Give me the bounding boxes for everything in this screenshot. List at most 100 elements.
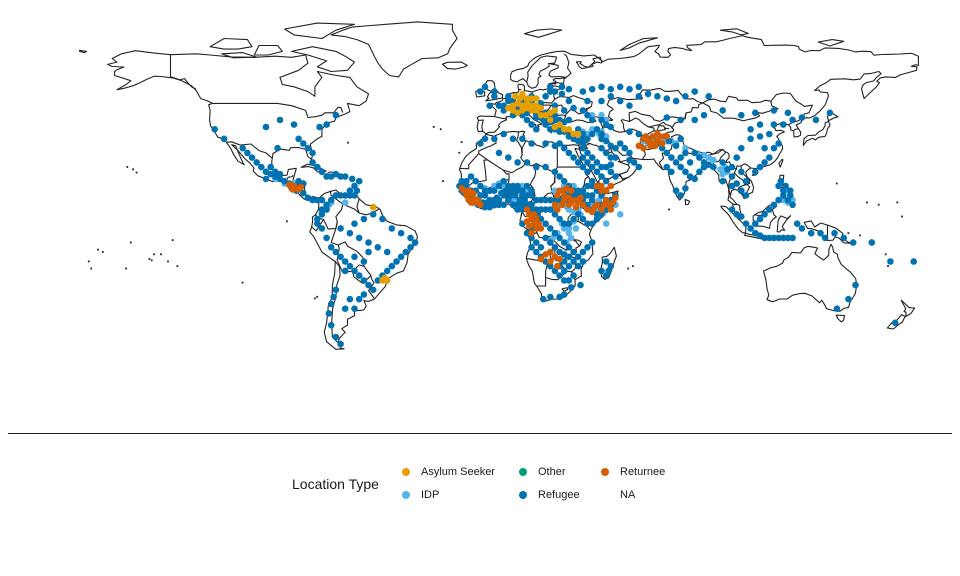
location-point-refugee <box>309 149 316 157</box>
location-point-refugee <box>766 130 773 138</box>
location-point-refugee <box>887 258 894 265</box>
location-point-refugee <box>565 244 573 251</box>
location-point-returnee <box>547 258 554 265</box>
landmass-outline <box>330 21 458 78</box>
location-point-refugee <box>756 121 764 128</box>
location-point-refugee <box>868 239 876 246</box>
refugee-dot-icon <box>519 491 527 499</box>
location-point-refugee <box>533 163 540 171</box>
location-point-returnee <box>649 140 657 147</box>
location-point-refugee <box>560 277 568 284</box>
island-speck <box>101 251 104 253</box>
island-speck <box>458 151 461 154</box>
country-border <box>563 53 572 78</box>
island-speck <box>316 295 319 298</box>
location-point-idp <box>602 116 610 124</box>
location-point-refugee <box>579 258 587 265</box>
location-point-returnee <box>593 182 601 190</box>
location-point-refugee <box>658 144 666 152</box>
landmass-outline <box>300 163 327 173</box>
country-border <box>629 117 655 131</box>
landmass-outline <box>900 299 916 318</box>
location-point-idp <box>565 225 573 232</box>
location-point-returnee <box>598 182 605 190</box>
location-point-refugee <box>728 206 736 213</box>
country-border <box>561 287 569 292</box>
location-point-refugee <box>588 177 596 185</box>
location-point-refugee <box>761 144 768 152</box>
location-point-asylum <box>383 277 391 284</box>
location-point-refugee <box>677 135 684 143</box>
island-speck <box>125 267 127 270</box>
location-point-refugee <box>752 168 759 176</box>
legend-label-returnee: Returnee <box>620 466 666 478</box>
location-point-idp <box>565 229 573 237</box>
location-point-refugee <box>565 85 573 93</box>
location-point-refugee <box>570 272 577 279</box>
location-point-refugee <box>770 201 778 209</box>
location-point-refugee <box>500 201 508 209</box>
country-border <box>536 270 547 288</box>
location-point-idp <box>682 144 689 152</box>
location-point-returnee <box>612 194 619 202</box>
location-point-refugee <box>533 126 540 133</box>
location-point-refugee <box>486 196 494 204</box>
location-point-refugee <box>565 262 573 270</box>
location-point-refugee <box>379 215 386 223</box>
location-point-refugee <box>547 88 554 95</box>
location-point-refugee <box>528 234 535 242</box>
location-point-refugee <box>337 225 344 232</box>
country-border <box>793 128 799 131</box>
location-point-asylum <box>528 102 535 109</box>
country-border <box>226 141 273 159</box>
legend-label-idp: IDP <box>421 489 440 501</box>
country-border <box>713 151 727 163</box>
location-point-refugee <box>558 90 566 98</box>
location-point-idp <box>602 220 610 227</box>
legend-label-other: Other <box>538 466 566 478</box>
island-speck <box>887 265 889 267</box>
island-speck <box>126 166 129 168</box>
location-point-refugee <box>472 177 480 185</box>
location-point-returnee <box>607 182 615 190</box>
location-point-refugee <box>602 177 610 185</box>
location-point-asylum <box>565 126 573 133</box>
location-point-refugee <box>777 177 785 185</box>
location-point-refugee <box>486 187 494 194</box>
location-point-refugee <box>341 173 349 180</box>
location-point-refugee <box>560 177 568 185</box>
landmass-outline <box>524 28 563 38</box>
location-point-refugee <box>551 244 559 251</box>
location-point-refugee <box>309 159 316 166</box>
location-point-refugee <box>565 97 573 105</box>
location-point-refugee <box>388 225 396 232</box>
location-point-refugee <box>584 159 591 166</box>
location-point-refugee <box>318 211 326 218</box>
location-point-refugee <box>682 149 689 157</box>
location-point-refugee <box>290 121 298 128</box>
location-point-asylum <box>551 123 559 131</box>
location-point-refugee <box>593 187 601 194</box>
location-point-idp <box>588 126 596 133</box>
location-point-refugee <box>584 182 591 190</box>
location-point-refugee <box>766 206 773 213</box>
location-point-refugee <box>574 137 582 145</box>
location-point-refugee <box>584 135 591 143</box>
location-point-refugee <box>798 225 806 232</box>
location-point-asylum <box>574 130 582 138</box>
location-point-refugee <box>332 286 340 294</box>
island-speck <box>668 208 670 211</box>
country-border <box>330 221 375 299</box>
location-point-refugee <box>682 168 689 176</box>
location-point-refugee <box>519 206 526 213</box>
location-point-refugee <box>612 173 619 180</box>
location-point-refugee <box>300 189 307 197</box>
location-point-refugee <box>533 196 540 204</box>
location-point-refugee <box>560 144 568 152</box>
location-point-refugee <box>845 295 852 303</box>
landmass-outline <box>209 37 253 50</box>
location-point-returnee <box>554 206 561 213</box>
location-point-refugee <box>821 234 829 242</box>
location-point-refugee <box>602 137 610 145</box>
location-point-refugee <box>607 93 615 100</box>
